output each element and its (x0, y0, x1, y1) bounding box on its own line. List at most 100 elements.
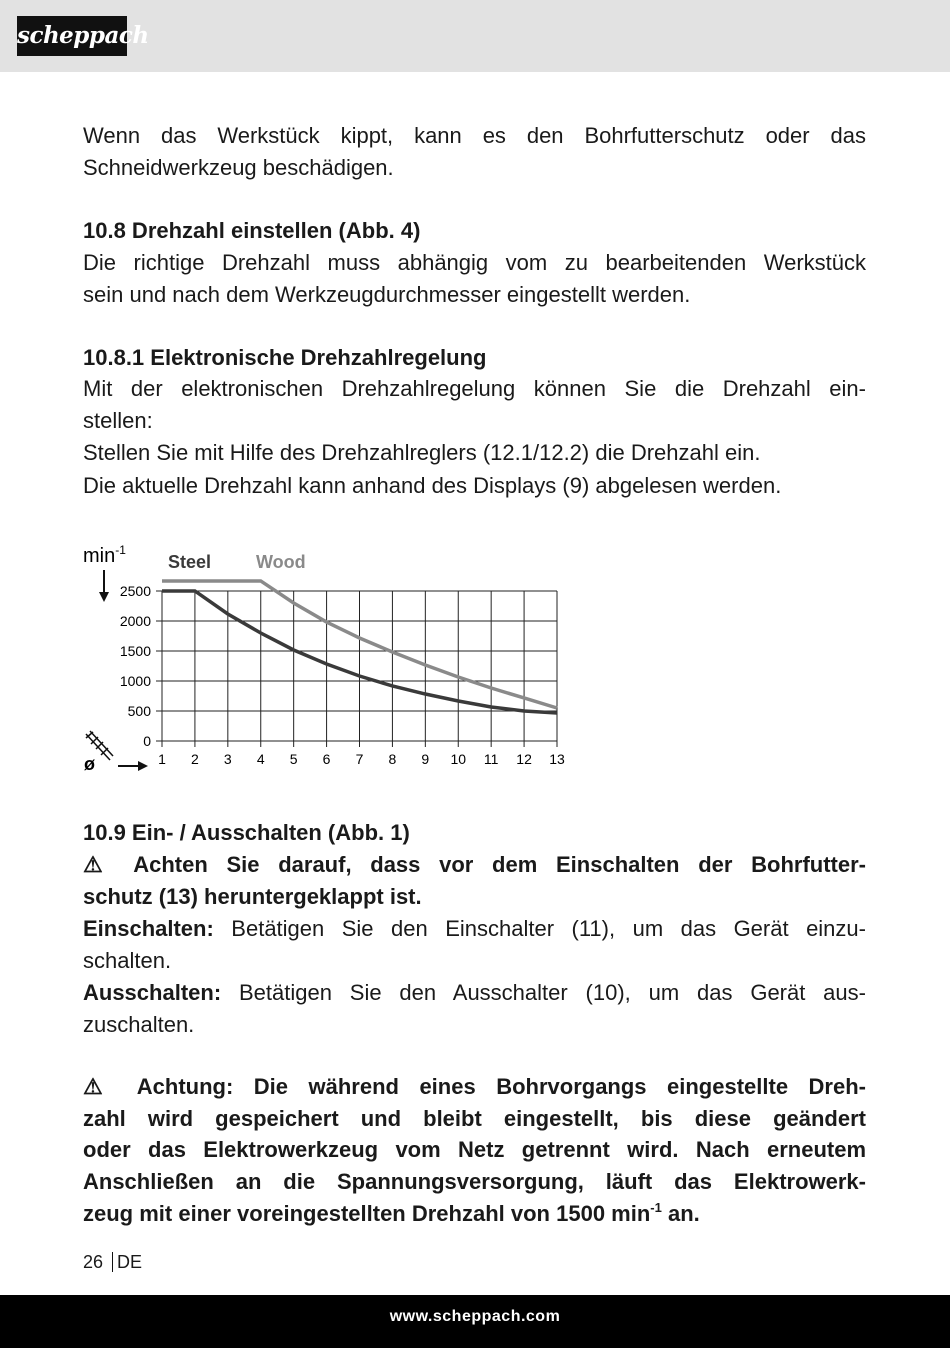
text: 10.9 Ein- / Ausschalten (Abb. 1) (83, 820, 410, 845)
text-line: oder das Elektrowerkzeug vom Netz getren… (83, 1134, 866, 1166)
website: www.scheppach.com (389, 1308, 561, 1325)
text: Schneidwerkzeug beschädigen. (83, 154, 394, 180)
text: zeug mit einer voreingestellten Drehzahl… (83, 1200, 651, 1226)
text-line: ⚠ Achten Sie darauf, dass vor dem Einsch… (83, 849, 866, 881)
arrowhead (138, 761, 148, 771)
footer-band (0, 1295, 950, 1348)
paragraph: ⚠ Achtung: Die während eines Bohrvorgang… (83, 1071, 866, 1229)
text-line: Wenn das Werkstück kippt, kann es den Bo… (83, 120, 866, 152)
y-tick-label: 1500 (120, 643, 151, 659)
text-line: Schneidwerkzeug beschädigen. (83, 152, 866, 184)
superscript: -1 (650, 1199, 662, 1215)
text-line: Mit der elektronischen Drehzahlregelung … (83, 373, 866, 405)
text-line: sein und nach dem Werkzeugdurchmesser ei… (83, 279, 866, 311)
y-tick-label: 2500 (120, 583, 151, 599)
text: schutz (13) heruntergeklappt ist. (83, 883, 422, 909)
text-line: 10.9 Ein- / Ausschalten (Abb. 1) (83, 817, 866, 849)
paragraph: Die richtige Drehzahl muss abhängig vom … (83, 247, 866, 310)
paragraph: Ausschalten: Betätigen Sie den Ausschalt… (83, 977, 866, 1040)
text-line: schalten. (83, 945, 866, 977)
paragraph: 10.8.1 Elektronische Drehzahlregelung (83, 342, 866, 374)
text-line: Die richtige Drehzahl muss abhängig vom … (83, 247, 866, 279)
x-tick-label: 13 (549, 751, 565, 767)
paragraph: Die aktuelle Drehzahl kann anhand des Di… (83, 470, 866, 502)
text-line: Anschließen an die Spannungsversorgung, … (83, 1166, 866, 1198)
y-tick-label: 500 (128, 703, 152, 719)
label: Ausschalten: (83, 980, 222, 1005)
text: Stellen Sie mit Hilfe des Drehzahlregler… (83, 440, 761, 465)
text: an. (667, 1200, 700, 1226)
page-footer: 26 DE (83, 1252, 142, 1273)
drill-icon (85, 730, 114, 761)
y-tick-label: 2000 (120, 613, 151, 629)
y-label: min (83, 545, 115, 567)
text: 10.8 Drehzahl einstellen (Abb. 4) (83, 218, 421, 243)
text-line: zeug mit einer voreingestellten Drehzahl… (83, 1198, 866, 1230)
text-line: schutz (13) heruntergeklappt ist. (83, 881, 866, 913)
text: zuschalten. (83, 1011, 195, 1037)
y-label-sup: -1 (115, 543, 126, 557)
x-tick-label: 6 (323, 751, 331, 767)
paragraph: ⚠ Achten Sie darauf, dass vor dem Einsch… (83, 849, 866, 912)
x-tick-label: 3 (224, 751, 232, 767)
paragraph: Wenn das Werkstück kippt, kann es den Bo… (83, 120, 866, 183)
x-tick-label: 7 (356, 751, 364, 767)
x-tick-label: 12 (516, 751, 532, 767)
y-tick-label: 1000 (120, 673, 151, 689)
paragraph: 10.8 Drehzahl einstellen (Abb. 4) (83, 215, 866, 247)
text-line: zuschalten. (83, 1009, 866, 1041)
text-line: stellen: (83, 405, 866, 437)
text: Die richtige Drehzahl muss abhängig vom … (83, 250, 866, 275)
text: oder das Elektrowerkzeug vom Netz getren… (83, 1137, 866, 1163)
y-axis-label: min-1 (83, 543, 126, 567)
text-line: Die aktuelle Drehzahl kann anhand des Di… (83, 470, 866, 502)
y-tick-label: 0 (143, 733, 151, 749)
x-tick-label: 9 (421, 751, 429, 767)
x-tick-label: 11 (484, 751, 499, 767)
x-tick-label: 5 (290, 751, 298, 767)
text: ⚠ Achten Sie darauf, dass vor dem Einsch… (83, 852, 866, 877)
paragraph: Stellen Sie mit Hilfe des Drehzahlregler… (83, 437, 866, 469)
x-tick-label: 4 (257, 751, 265, 767)
legend-entry: Steel (168, 552, 211, 572)
text: Betätigen Sie den Einschalter (11), um d… (231, 916, 866, 941)
header-band (0, 0, 950, 72)
text: Betätigen Sie den Ausschalter (10), um d… (239, 980, 866, 1005)
text: zahl wird gespeichert und bleibt eingest… (83, 1105, 866, 1131)
text-line: Einschalten: Betätigen Sie den Einschalt… (83, 913, 866, 945)
page-number: 26 (83, 1252, 104, 1272)
separator (112, 1252, 114, 1272)
arrowhead (99, 592, 109, 602)
text: 10.8.1 Elektronische Drehzahlregelung (83, 345, 487, 370)
text-line: ⚠ Achtung: Die während eines Bohrvorgang… (83, 1071, 866, 1103)
series-line (162, 579, 558, 710)
text: schalten. (83, 947, 172, 973)
logo: scheppach (17, 16, 149, 56)
paragraph: Mit der elektronischen Drehzahlregelung … (83, 373, 866, 436)
text: Mit der elektronischen Drehzahlregelung … (83, 376, 866, 401)
legend-entry: Wood (256, 552, 306, 572)
text-line: 10.8 Drehzahl einstellen (Abb. 4) (83, 215, 866, 247)
x-tick-label: 2 (191, 751, 199, 767)
x-tick-label: 8 (389, 751, 397, 767)
text-line: zahl wird gespeichert und bleibt eingest… (83, 1103, 866, 1135)
label: Einschalten: (83, 916, 214, 941)
text: sein und nach dem Werkzeugdurchmesser ei… (83, 281, 691, 307)
text: Anschließen an die Spannungsversorgung, … (83, 1169, 866, 1195)
text: ⚠ Achtung: Die während eines Bohrvorgang… (83, 1074, 866, 1099)
x-tick-label: 10 (450, 751, 466, 767)
language: DE (117, 1252, 143, 1272)
text-line: 10.8.1 Elektronische Drehzahlregelung (83, 342, 866, 374)
paragraph: Einschalten: Betätigen Sie den Einschalt… (83, 913, 866, 976)
x-tick-label: 1 (158, 751, 166, 767)
text: Die aktuelle Drehzahl kann anhand des Di… (83, 473, 782, 498)
text: stellen: (83, 407, 153, 433)
paragraph: 10.9 Ein- / Ausschalten (Abb. 1) (83, 817, 866, 849)
text: Wenn das Werkstück kippt, kann es den Bo… (83, 123, 866, 148)
series-line (162, 589, 558, 715)
text-line: Stellen Sie mit Hilfe des Drehzahlregler… (83, 437, 866, 469)
text-line: Ausschalten: Betätigen Sie den Ausschalt… (83, 977, 866, 1009)
x-axis-label: ø (84, 754, 95, 774)
